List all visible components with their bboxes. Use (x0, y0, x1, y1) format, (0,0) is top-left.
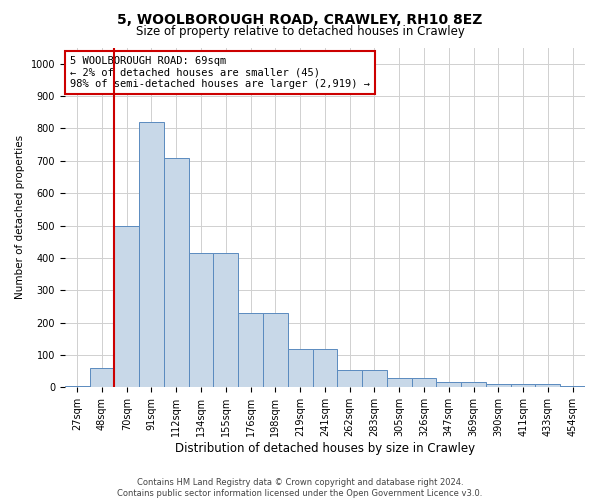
Bar (238, 313, 263, 388)
X-axis label: Distribution of detached houses by size in Crawley: Distribution of detached houses by size … (175, 442, 475, 455)
Bar (486, 384, 511, 388)
Bar (89, 368, 115, 388)
Bar (535, 384, 560, 388)
Bar (511, 384, 535, 388)
Bar (214, 253, 238, 388)
Y-axis label: Number of detached properties: Number of detached properties (15, 136, 25, 300)
Bar (387, 378, 412, 388)
Text: Contains HM Land Registry data © Crown copyright and database right 2024.
Contai: Contains HM Land Registry data © Crown c… (118, 478, 482, 498)
Bar (412, 378, 436, 388)
Text: Size of property relative to detached houses in Crawley: Size of property relative to detached ho… (136, 25, 464, 38)
Bar (65, 386, 89, 388)
Bar (560, 386, 585, 388)
Bar (164, 158, 188, 388)
Bar (362, 370, 387, 388)
Bar (115, 226, 139, 388)
Text: 5, WOOLBOROUGH ROAD, CRAWLEY, RH10 8EZ: 5, WOOLBOROUGH ROAD, CRAWLEY, RH10 8EZ (118, 12, 482, 26)
Bar (288, 348, 313, 388)
Bar (139, 122, 164, 388)
Bar (188, 253, 214, 388)
Bar (263, 313, 288, 388)
Bar (337, 370, 362, 388)
Bar (461, 382, 486, 388)
Bar (313, 348, 337, 388)
Bar (436, 382, 461, 388)
Text: 5 WOOLBOROUGH ROAD: 69sqm
← 2% of detached houses are smaller (45)
98% of semi-d: 5 WOOLBOROUGH ROAD: 69sqm ← 2% of detach… (70, 56, 370, 89)
